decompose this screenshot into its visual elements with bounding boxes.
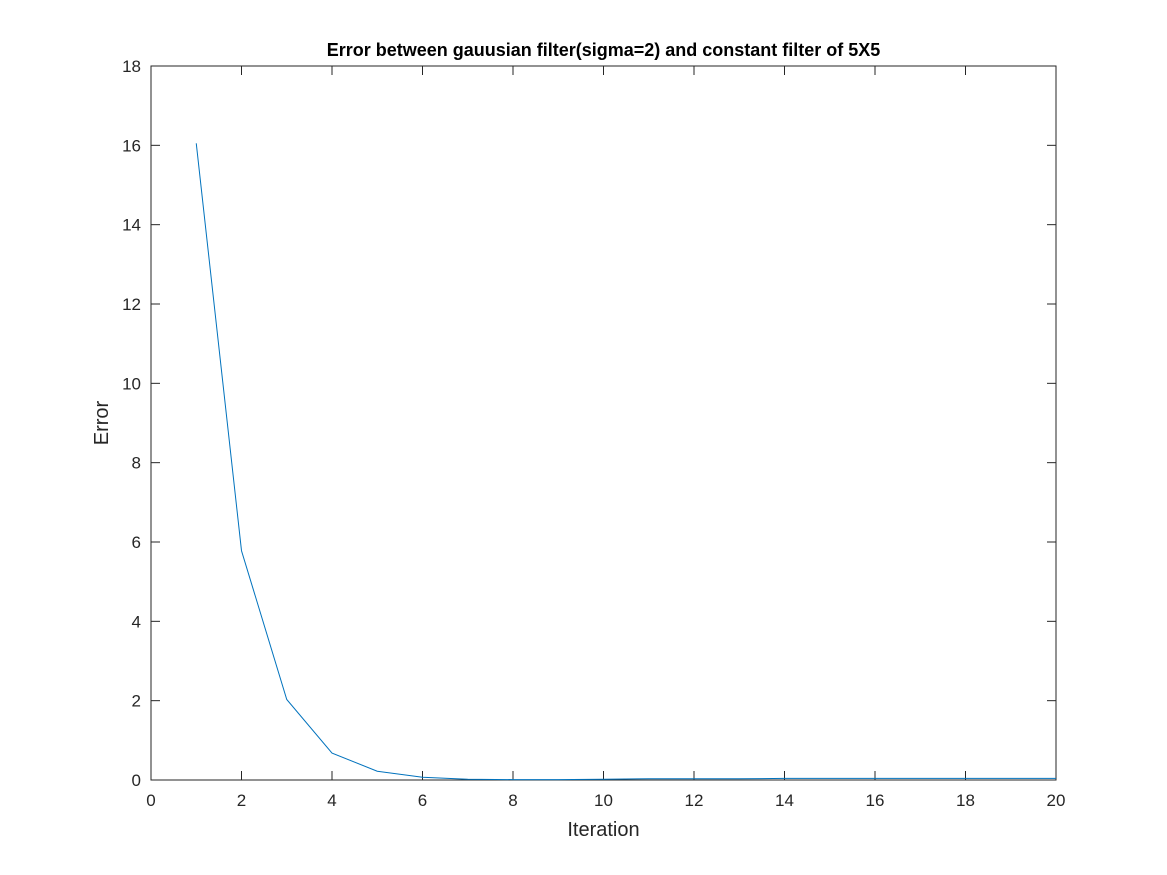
y-tick-label: 0 [132,771,141,790]
y-tick-label: 8 [132,454,141,473]
y-tick-label: 16 [122,136,141,155]
x-tick-label: 16 [866,791,885,810]
y-tick-label: 18 [122,57,141,76]
x-tick-label: 20 [1047,791,1066,810]
x-tick-label: 14 [775,791,794,810]
y-tick-label: 10 [122,374,141,393]
y-tick-label: 2 [132,692,141,711]
x-tick-label: 0 [146,791,155,810]
tick-labels: 0 2 4 6 8 10 12 14 16 18 20 0 2 4 6 8 10 12 14 16 18 [122,57,1065,810]
y-tick-label: 14 [122,216,141,235]
series-layer [195,143,1056,781]
x-tick-label: 4 [327,791,336,810]
x-tick-label: 8 [508,791,517,810]
x-tick-label: 12 [685,791,704,810]
axis-ticks [150,65,1057,781]
x-tick-label: 10 [594,791,613,810]
x-axis-label: Iteration [567,819,639,841]
chart-title: Error between gauusian filter(sigma=2) a… [327,40,881,60]
x-tick-label: 18 [956,791,975,810]
y-tick-label: 6 [132,533,141,552]
y-axis-label: Error [91,400,113,445]
x-tick-label: 2 [237,791,246,810]
y-tick-label: 4 [132,612,141,631]
x-tick-label: 6 [418,791,427,810]
y-tick-label: 12 [122,295,141,314]
plot-area [150,65,1057,781]
series-line [195,143,1056,781]
